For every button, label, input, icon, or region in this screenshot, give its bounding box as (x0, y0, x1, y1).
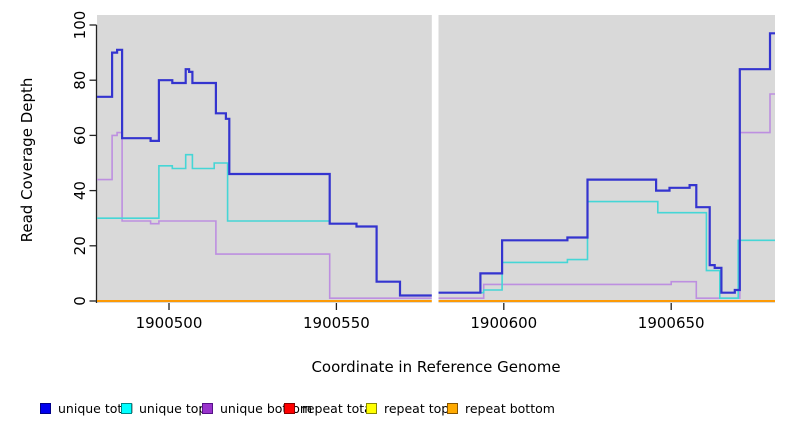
legend: unique total unique top unique bottom repea… (0, 399, 792, 423)
y-axis-title: Read Coverage Depth (18, 77, 36, 243)
legend-swatch-icon (121, 402, 132, 414)
legend-item-repeat-bottom: repeat bottom (447, 399, 555, 417)
y-tick-label: 40 (71, 181, 89, 200)
legend-label: unique total (58, 400, 134, 416)
y-tick-label: 60 (71, 126, 89, 145)
legend-label: repeat bottom (465, 400, 555, 416)
y-tick-label: 0 (71, 296, 89, 306)
legend-item-unique-top: unique top (121, 399, 206, 417)
legend-swatch-icon (447, 402, 458, 414)
legend-label: unique top (139, 400, 207, 416)
legend-item-unique-total: unique total (40, 399, 133, 417)
legend-item-repeat-total: repeat total (284, 399, 375, 417)
coverage-chart: 0 20 40 60 80 100 1900500 1900550 1900600 1900650 (71, 11, 775, 332)
legend-item-repeat-top: repeat top (366, 399, 449, 417)
y-tick-label: 80 (71, 71, 89, 90)
legend-swatch-icon (366, 402, 377, 414)
y-tick-label: 20 (71, 236, 89, 255)
x-tick-label: 1900500 (136, 314, 203, 332)
legend-swatch-icon (202, 402, 213, 414)
series-unique-total (97, 32, 775, 297)
x-tick-label: 1900600 (470, 314, 537, 332)
legend-swatch-icon (40, 402, 51, 414)
legend-label: repeat total (302, 400, 376, 416)
x-tick-label: 1900650 (638, 314, 705, 332)
x-tick-label: 1900550 (303, 314, 370, 332)
x-axis-title: Coordinate in Reference Genome (311, 358, 561, 376)
missing-data-gap (431, 15, 439, 303)
legend-label: repeat top (384, 400, 450, 416)
legend-swatch-icon (284, 402, 295, 414)
y-tick-label: 100 (71, 11, 89, 40)
